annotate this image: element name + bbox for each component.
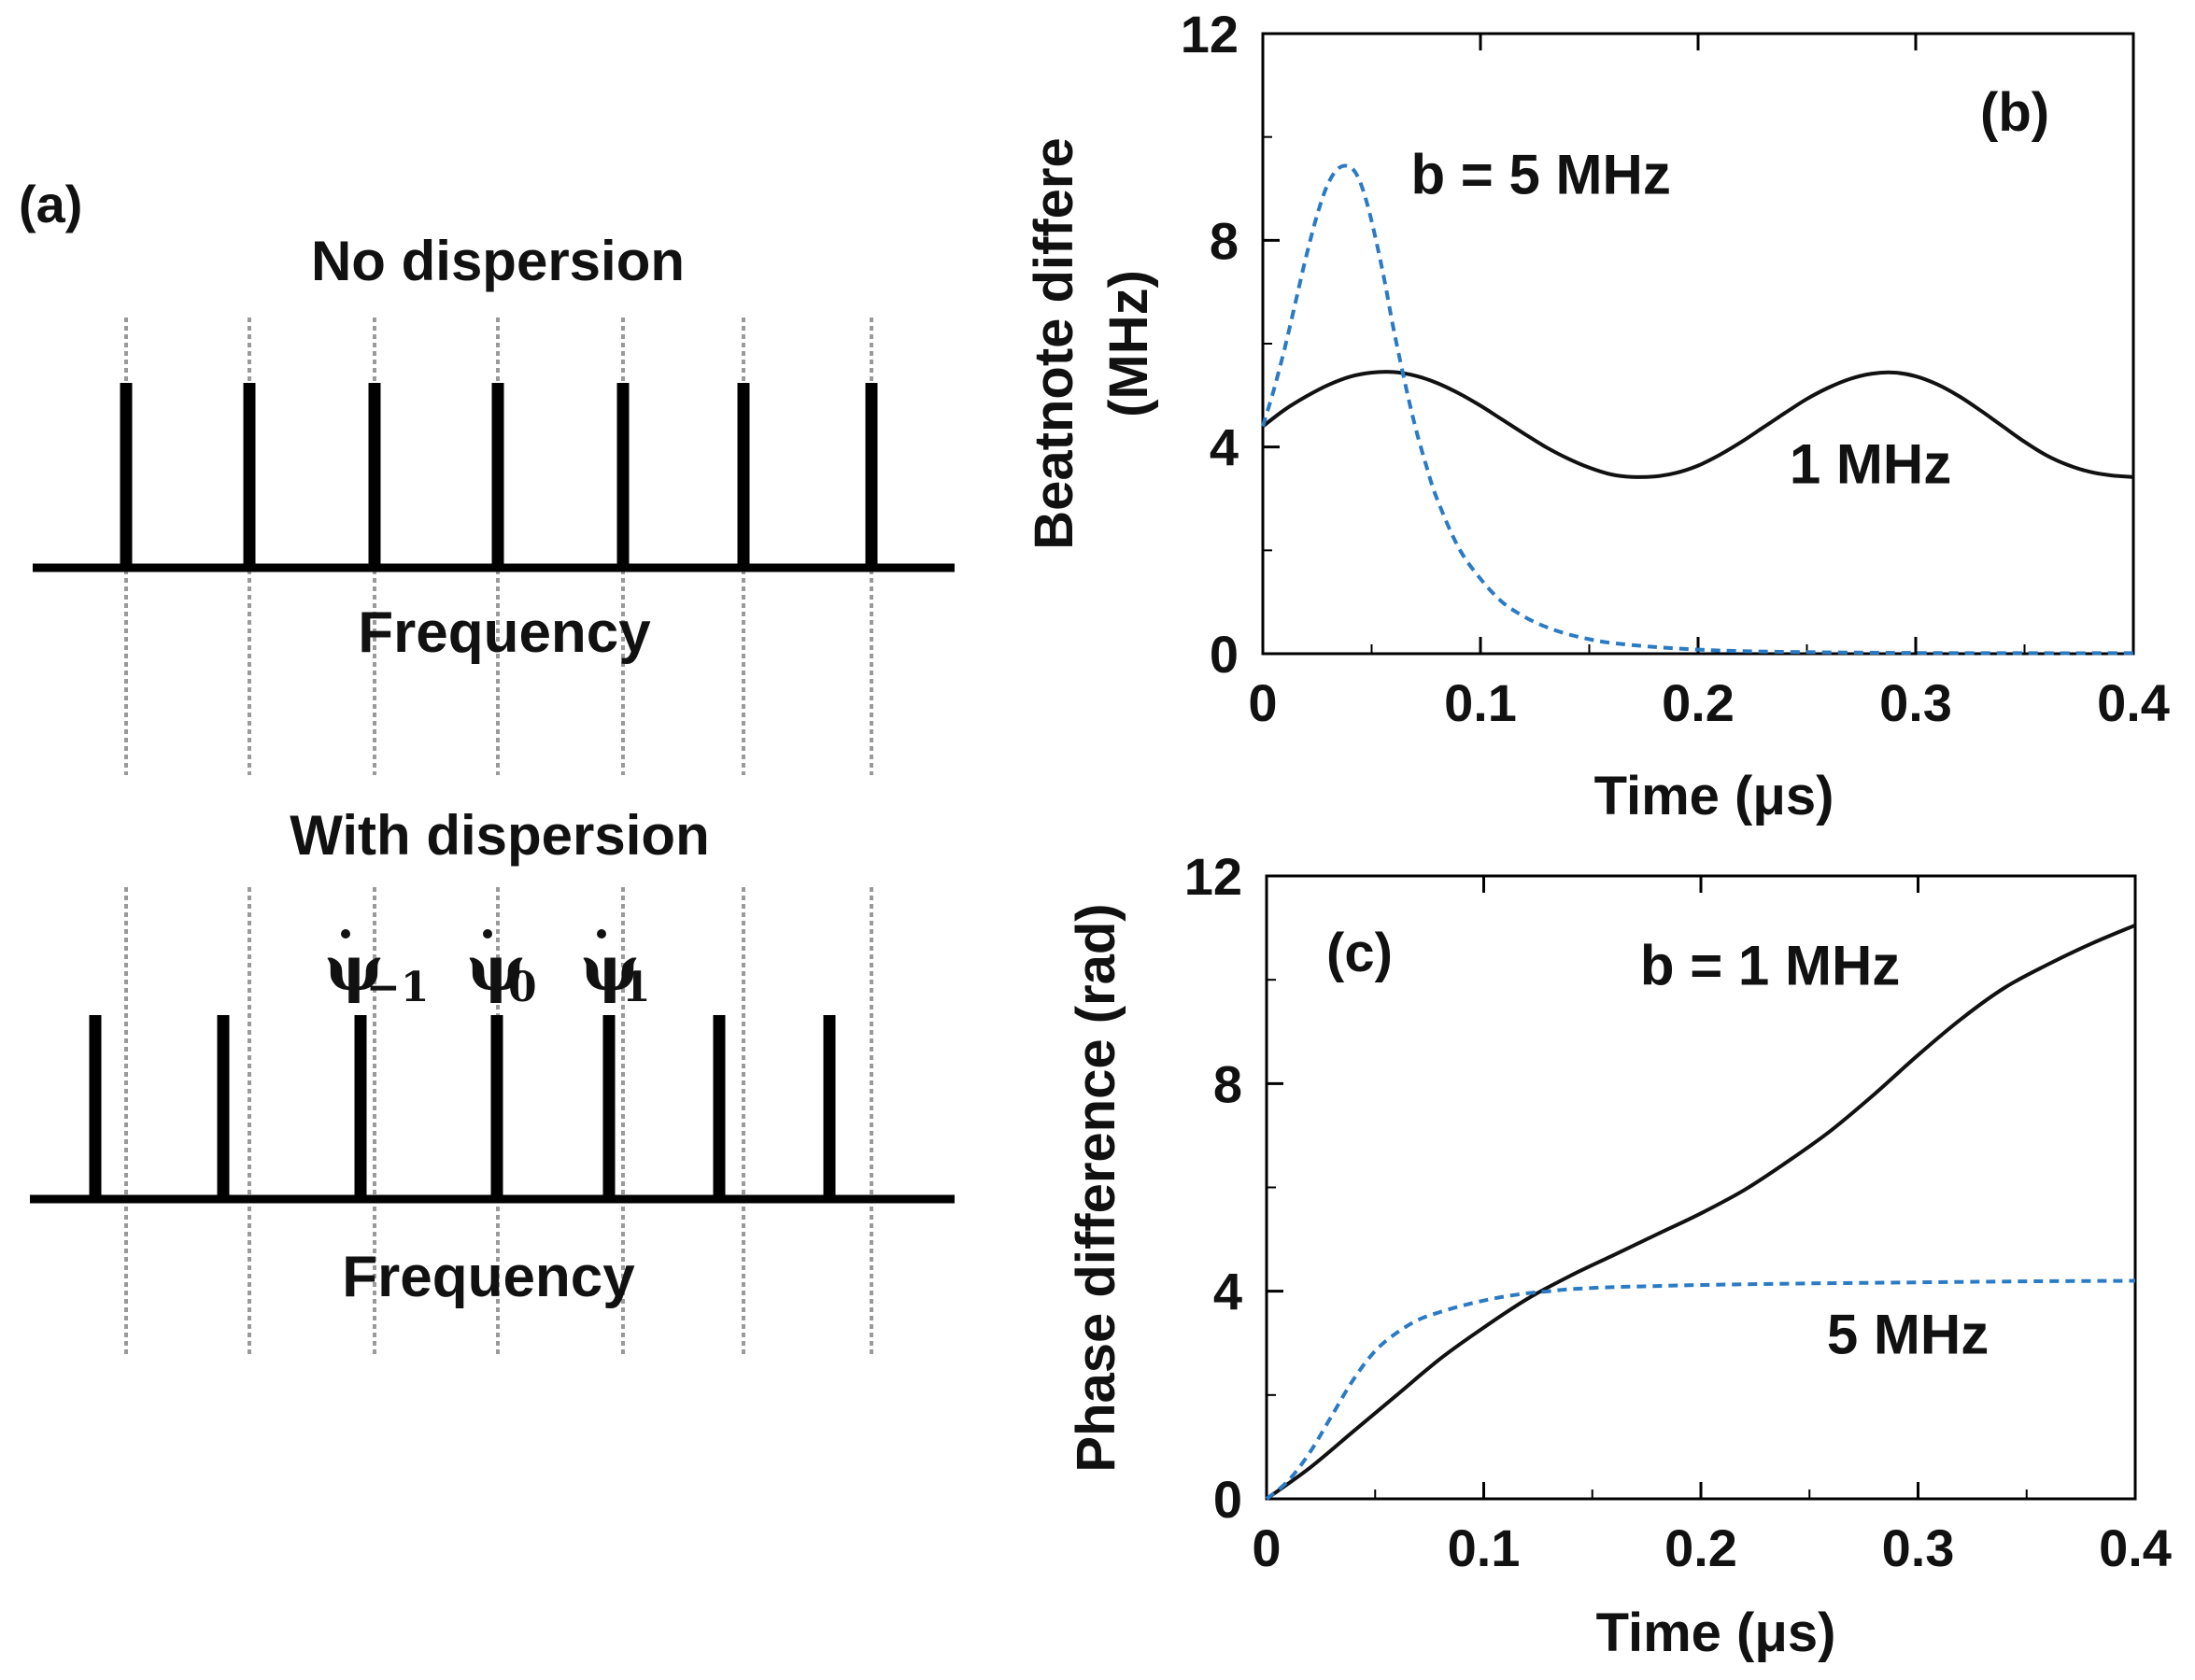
x-tick-label: 0.4 xyxy=(2097,673,2170,732)
x-tick-label: 0 xyxy=(1252,1518,1281,1577)
annotations: b = 5 MHz 1 MHz xyxy=(1410,144,1951,496)
x-tick-label: 0.1 xyxy=(1448,1518,1521,1577)
chart-beatnote-difference: 0 0.1 0.2 0.3 0.4 0 4 8 12 Time (μs) Beatnote di… xyxy=(1024,5,2170,826)
series-line-dashed xyxy=(1265,1278,2136,1501)
tick-labels: 0 0.1 0.2 0.3 0.4 0 4 8 12 xyxy=(1184,847,2172,1577)
x-tick-label: 0.1 xyxy=(1444,673,1517,732)
y-tick-label: 4 xyxy=(1210,418,1239,477)
y-tick-label: 8 xyxy=(1210,211,1239,270)
mode-label-sub: −1 xyxy=(366,964,429,1011)
time-derivative-dot xyxy=(341,929,350,939)
x-tick-label: 0.3 xyxy=(1882,1518,1955,1577)
annotation-label: b = 1 MHz xyxy=(1640,935,1900,997)
panel-c-label: (c) xyxy=(1326,923,1393,983)
series-line-dashed xyxy=(1261,163,2134,656)
y-tick-label: 0 xyxy=(1213,1470,1242,1529)
x-tick-label: 0.3 xyxy=(1879,673,1952,732)
mode-label-base: ψ xyxy=(581,932,639,1005)
mode-label-psi-0: ψ 0 xyxy=(467,929,537,1011)
mode-label-psi-minus-1: ψ −1 xyxy=(325,929,429,1011)
annotation-label: b = 5 MHz xyxy=(1410,144,1670,206)
y-tick-label: 4 xyxy=(1213,1263,1242,1321)
panel-b-label: (b) xyxy=(1980,82,2049,143)
panel-a-label: (a) xyxy=(19,175,82,233)
chart-phase-difference: 0 0.1 0.2 0.3 0.4 0 4 8 12 Time (μs) Phase diffe… xyxy=(1066,847,2172,1663)
time-derivative-dot xyxy=(483,929,492,939)
time-derivative-dot xyxy=(597,929,606,939)
x-tick-label: 0.2 xyxy=(1662,673,1735,732)
x-tick-label: 0 xyxy=(1248,673,1277,732)
y-tick-label: 12 xyxy=(1184,847,1242,906)
axis-ticks xyxy=(1265,874,2137,1501)
series-layer xyxy=(1265,923,2136,1501)
mode-label-base: ψ xyxy=(325,932,383,1005)
series-layer xyxy=(1261,163,2134,656)
y-axis-label-line-1: Beatnote differe xyxy=(1024,137,1084,550)
y-tick-label: 12 xyxy=(1181,5,1239,64)
mode-label-psi-1: ψ 1 xyxy=(581,929,651,1011)
comb-no-dispersion xyxy=(120,383,878,568)
tick-labels: 0 0.1 0.2 0.3 0.4 0 4 8 12 xyxy=(1181,5,2170,732)
series-line-solid xyxy=(1265,923,2136,1501)
mode-label-base: ψ xyxy=(467,932,525,1005)
no-dispersion-title: No dispersion xyxy=(311,230,685,292)
y-tick-label: 8 xyxy=(1213,1054,1242,1113)
series-line-solid xyxy=(1261,370,2134,479)
annotations: b = 1 MHz 5 MHz xyxy=(1640,935,1989,1366)
y-axis-label: Phase difference (rad) xyxy=(1066,903,1126,1472)
x-axis-label: Time (μs) xyxy=(1594,766,1834,826)
y-tick-label: 0 xyxy=(1210,625,1239,684)
with-dispersion-title: With dispersion xyxy=(290,804,709,867)
x-tick-label: 0.4 xyxy=(2099,1518,2172,1577)
annotation-label: 5 MHz xyxy=(1827,1303,1989,1365)
frequency-label-top: Frequency xyxy=(358,600,651,665)
comb-with-dispersion xyxy=(89,1015,836,1199)
mode-label-sub: 0 xyxy=(508,964,537,1011)
y-axis-label-line-2: (MHz) xyxy=(1098,270,1159,417)
annotation-label: 1 MHz xyxy=(1790,432,1951,495)
mode-label-sub: 1 xyxy=(622,964,651,1011)
frequency-label-bottom: Frequency xyxy=(342,1245,635,1309)
x-axis-label: Time (μs) xyxy=(1596,1602,1836,1663)
axis-ticks xyxy=(1261,32,2135,656)
x-tick-label: 0.2 xyxy=(1664,1518,1737,1577)
panel-a-frequency-comb: (a) No dispersion With dispersion Freque… xyxy=(19,175,955,1356)
